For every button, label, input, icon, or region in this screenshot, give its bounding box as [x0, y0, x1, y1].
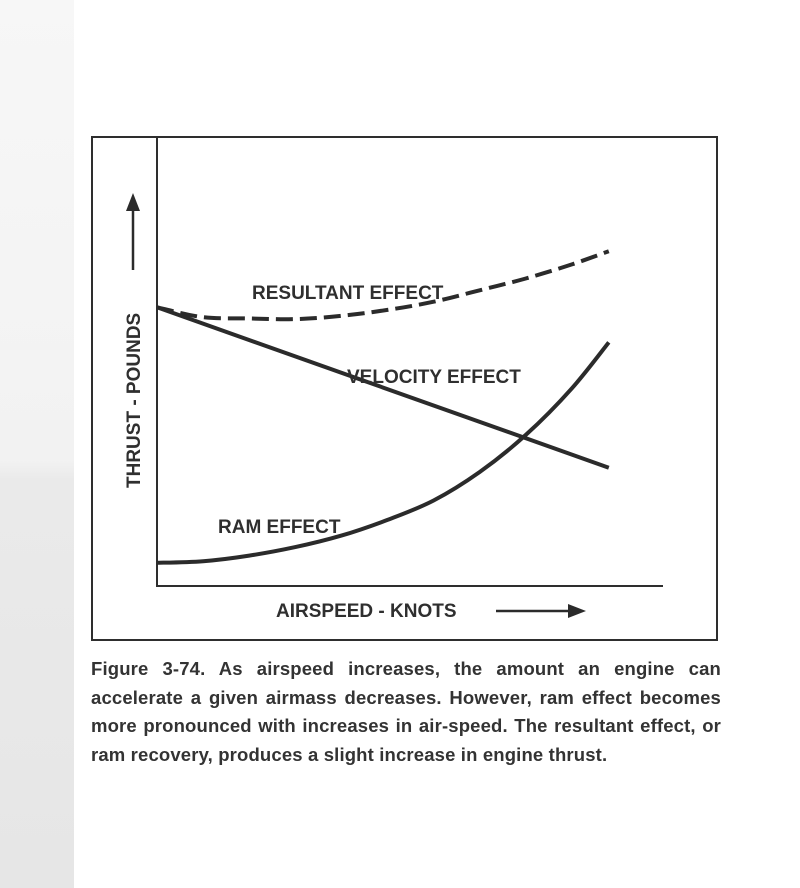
series-velocity-effect-line	[156, 305, 610, 470]
series-layer	[156, 249, 611, 565]
series-label-resultant-effect: RESULTANT EFFECT	[252, 283, 444, 304]
series-ram-effect-line	[156, 341, 611, 565]
page-edge-shadow	[0, 0, 74, 888]
series-resultant-effect-line	[156, 249, 610, 322]
y-axis-title: THRUST - POUNDS	[124, 313, 145, 488]
series-label-velocity-effect: VELOCITY EFFECT	[347, 367, 521, 388]
book-page	[74, 0, 800, 888]
figure-frame	[91, 136, 718, 641]
y-axis-arrowhead	[126, 193, 140, 211]
axes	[156, 137, 663, 587]
labels-layer: RESULTANT EFFECT VELOCITY EFFECT RAM EFFEC…	[124, 193, 586, 622]
x-axis-title: AIRSPEED - KNOTS	[276, 601, 457, 622]
figure-caption: Figure 3-74. As airspeed increases, the …	[91, 658, 721, 765]
series-label-ram-effect: RAM EFFECT	[218, 517, 341, 538]
x-axis-arrowhead	[568, 604, 586, 618]
